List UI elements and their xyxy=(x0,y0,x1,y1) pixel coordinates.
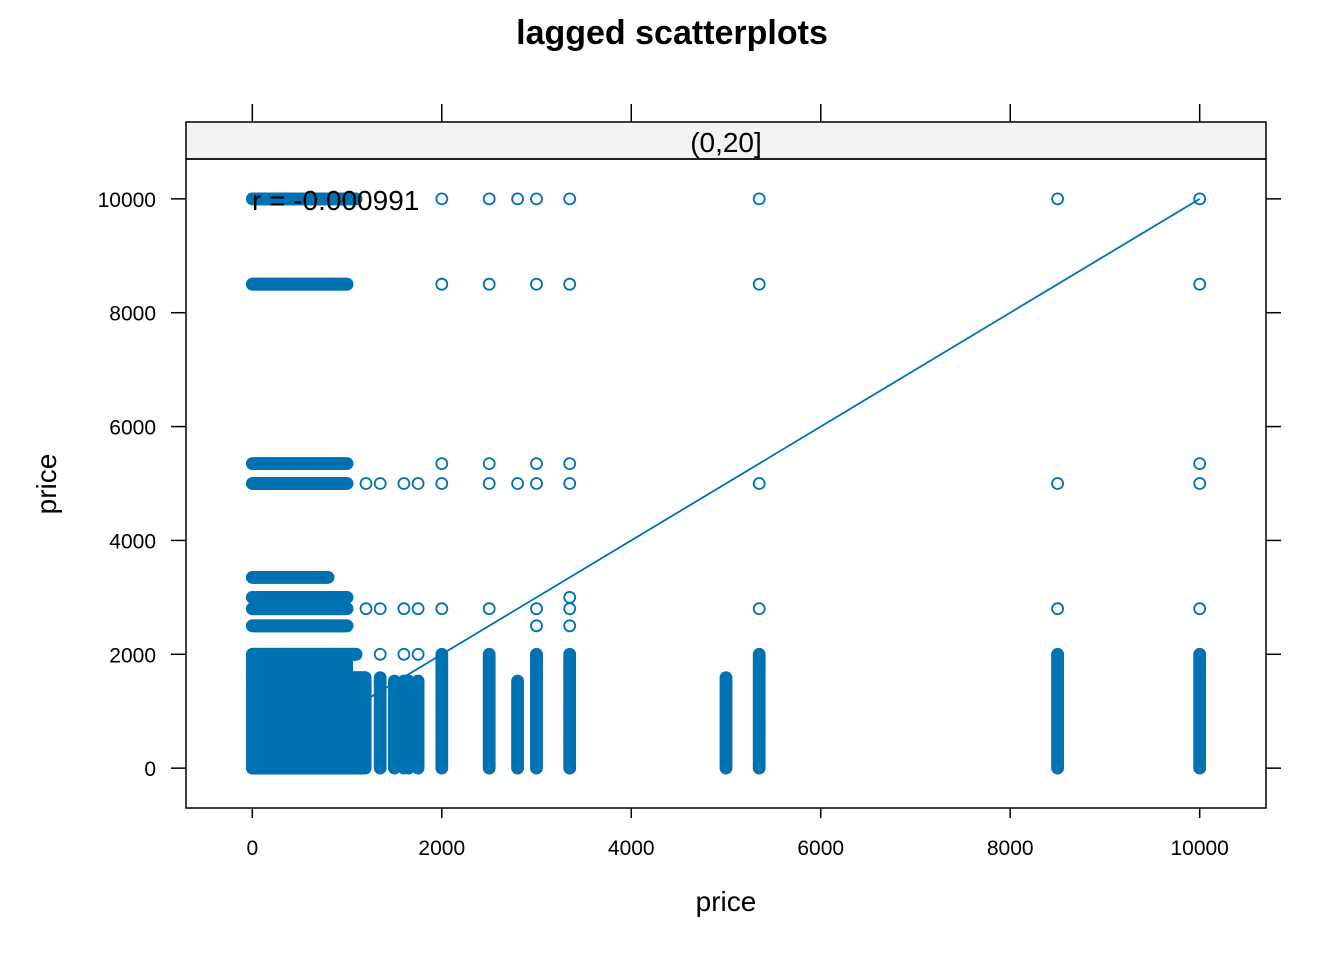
strip-label: (0,20] xyxy=(690,127,762,158)
strip-background xyxy=(185,121,1267,160)
chart-title: lagged scatterplots xyxy=(516,14,828,52)
points-layer xyxy=(245,192,1207,775)
